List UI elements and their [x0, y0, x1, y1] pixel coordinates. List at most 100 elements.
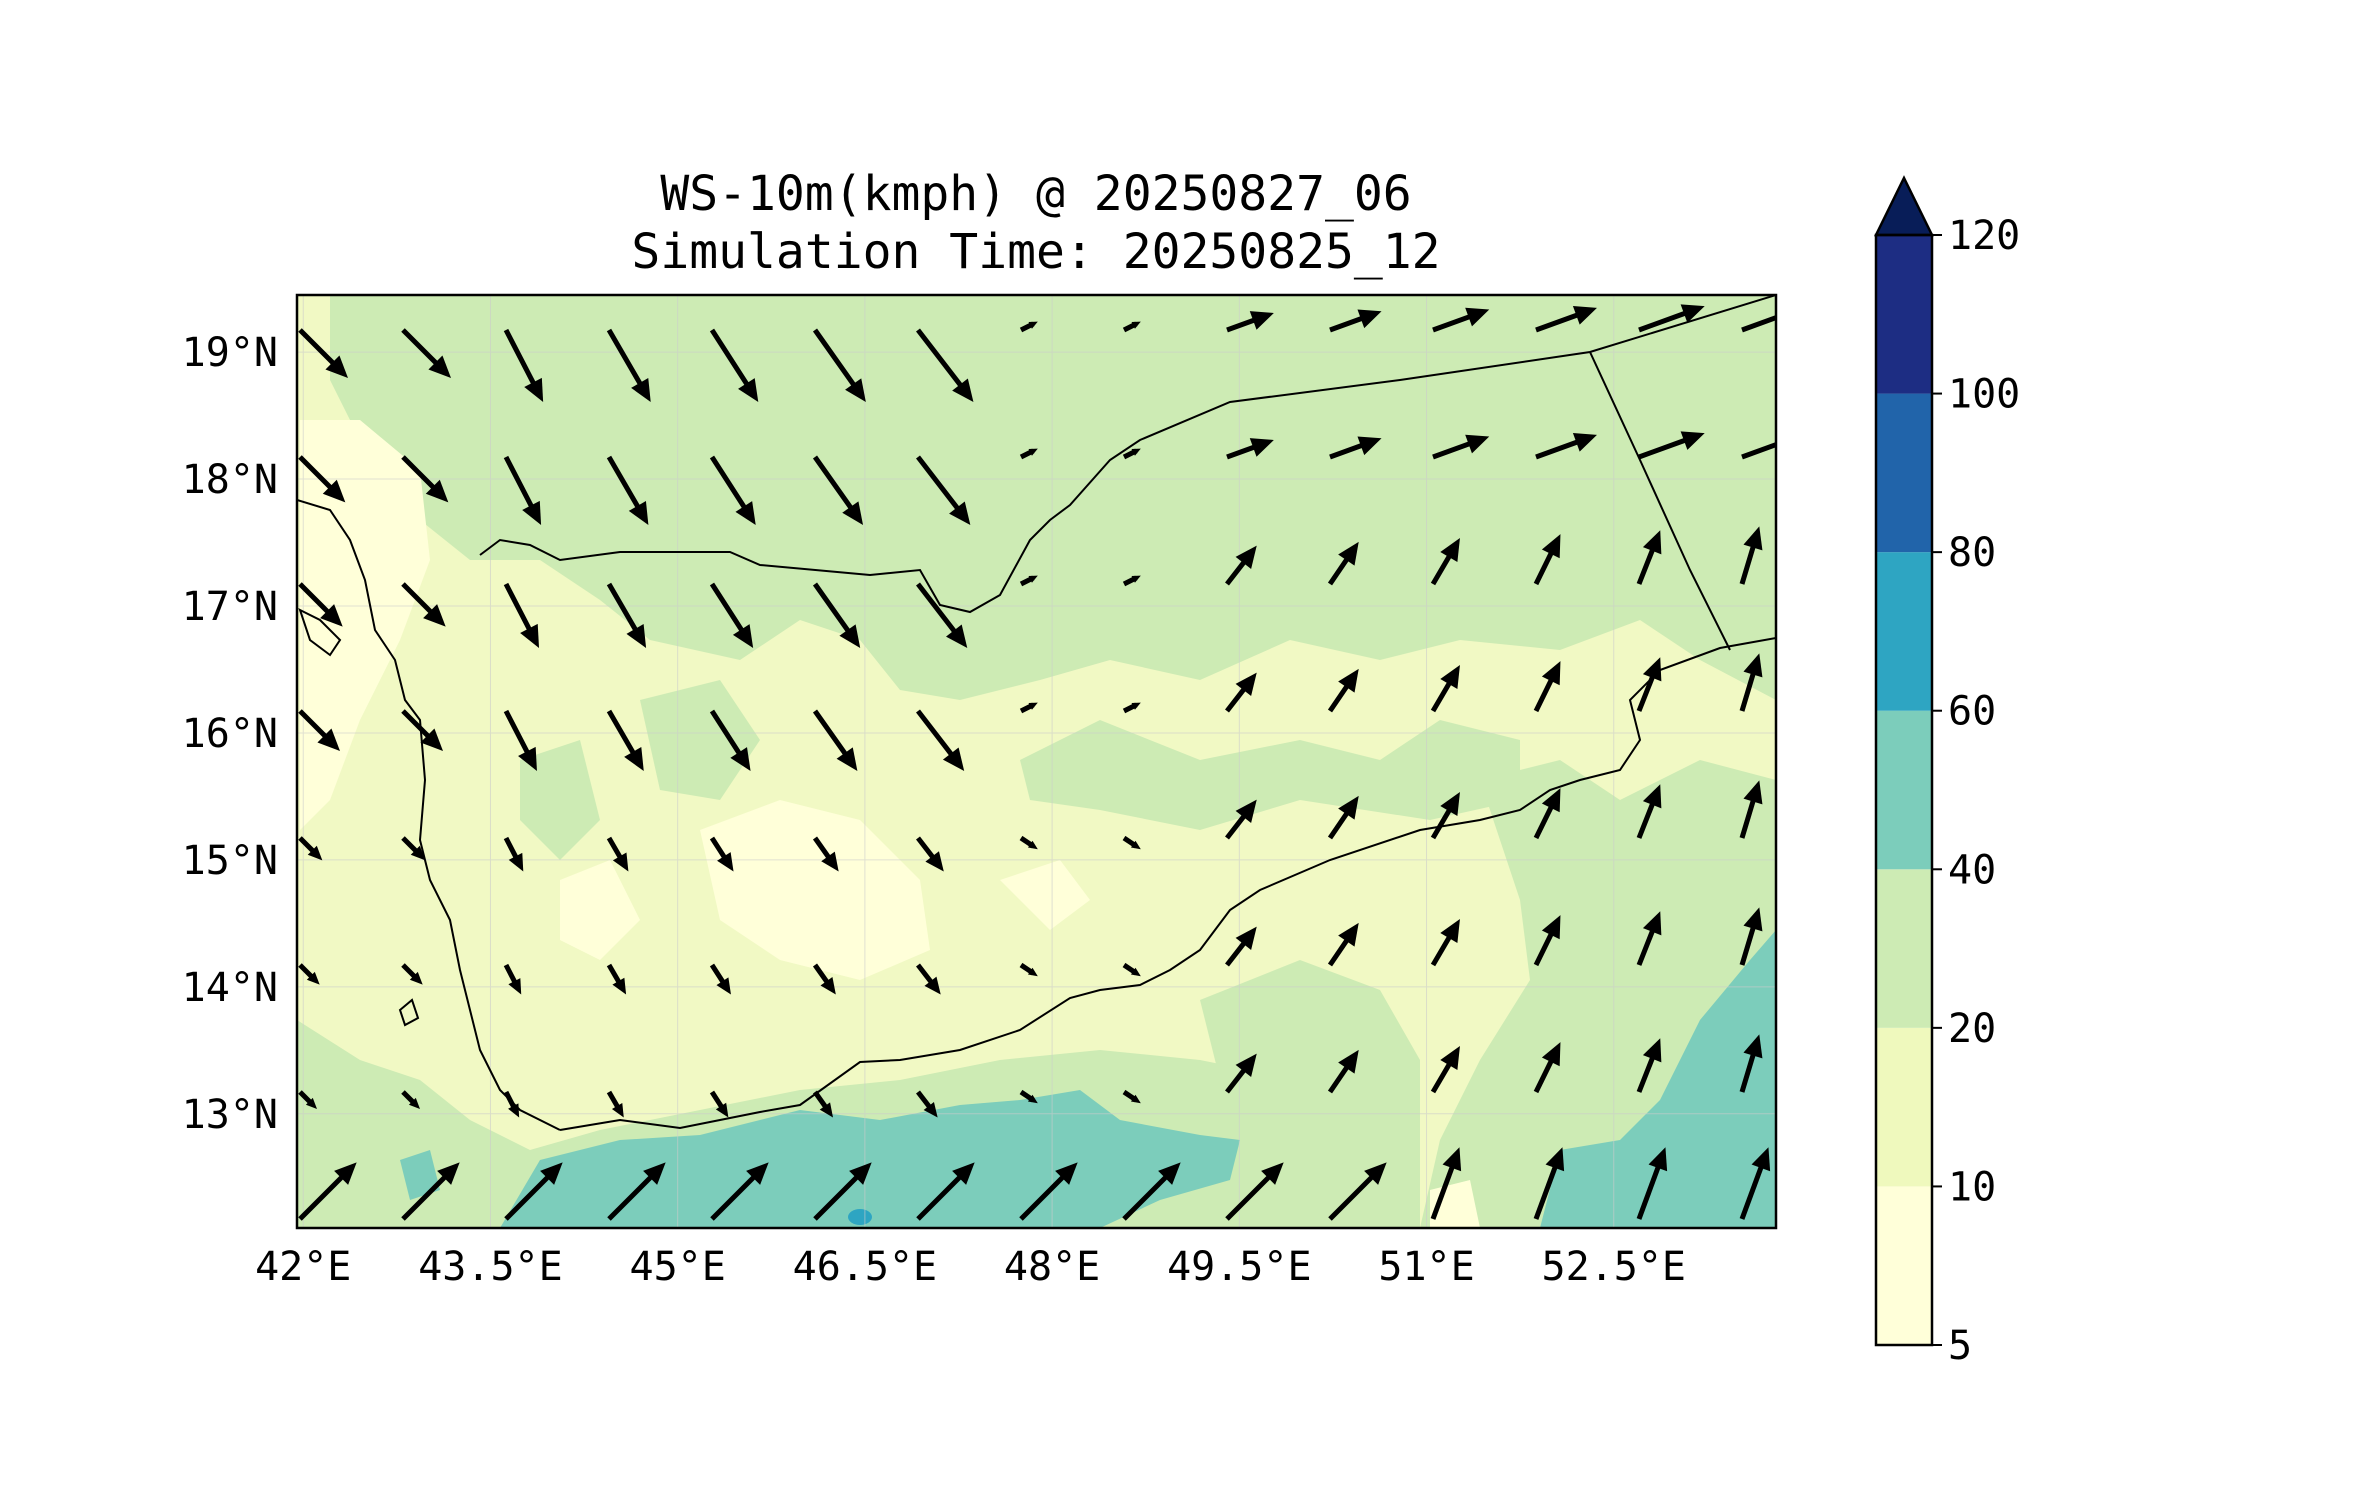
wind-arrow	[606, 709, 644, 771]
wind-arrow	[1122, 702, 1141, 714]
wind-arrow	[916, 582, 968, 648]
wind-arrow	[298, 455, 346, 503]
wind-arrow	[1327, 795, 1359, 840]
wind-arrow	[916, 963, 941, 995]
wind-arrow	[916, 328, 974, 402]
wind-arrow	[606, 328, 651, 402]
x-tick-label: 43.5°E	[418, 1244, 563, 1290]
wind-arrow	[709, 582, 754, 648]
wind-arrow	[1021, 1383, 1111, 1473]
wind-arrow	[300, 1383, 390, 1473]
wind-arrow	[298, 1090, 317, 1109]
wind-arrow	[812, 709, 858, 771]
wind-arrow	[298, 709, 340, 751]
wind-arrow	[504, 1162, 563, 1221]
wind-arrow	[1019, 1089, 1038, 1104]
wind-arrow	[916, 455, 971, 525]
colorbar-segment	[1876, 1027, 1932, 1187]
y-tick-label: 18°N	[182, 457, 278, 503]
island-hanish	[298, 608, 342, 657]
wind-arrow	[1225, 1162, 1284, 1221]
map-frame	[295, 293, 1778, 1230]
wind-arrow	[1533, 915, 1561, 967]
wind-arrow	[503, 709, 537, 771]
speed-zone-5-10	[300, 420, 1480, 1228]
wind-arrow	[1329, 436, 1382, 460]
wind-arrow	[1430, 664, 1460, 713]
wind-arrow	[1227, 1383, 1317, 1473]
wind-arrow	[1225, 545, 1257, 586]
wind-arrow	[1636, 657, 1662, 712]
wind-arrow	[1636, 784, 1662, 839]
y-tick-label: 17°N	[182, 584, 278, 630]
wind-arrow	[1741, 441, 1776, 460]
wind-arrow	[1328, 1162, 1387, 1221]
wind-arrow	[815, 1383, 905, 1473]
wind-arrow	[298, 582, 343, 627]
wind-arrow	[1122, 448, 1141, 460]
wind-arrow	[503, 1090, 520, 1118]
wind-arrow	[1432, 434, 1490, 460]
wind-arrow	[1019, 575, 1038, 587]
wind-arrow	[503, 328, 544, 402]
y-tick-label: 15°N	[182, 838, 278, 884]
wind-arrow	[1739, 1034, 1763, 1093]
map-title-line1: WS-10m(kmph) @ 20250827_06	[660, 166, 1411, 222]
map-panel	[297, 295, 1776, 1473]
wind-arrow	[1329, 309, 1382, 333]
wind-arrow	[1019, 702, 1038, 714]
wind-arrow	[1225, 1053, 1257, 1094]
wind-arrow	[1533, 788, 1561, 840]
wind-arrow	[709, 963, 731, 995]
island-kamaran	[398, 998, 420, 1027]
wind-arrow	[606, 836, 629, 872]
wind-arrow	[812, 836, 839, 872]
wind-arrow	[812, 582, 861, 648]
wind-arrow	[1535, 433, 1597, 460]
wind-arrow	[1225, 926, 1257, 967]
wind-arrow	[298, 328, 348, 378]
x-tick-label: 49.5°E	[1167, 1244, 1312, 1290]
colorbar-tick-label: 20	[1948, 1006, 1996, 1052]
wind-arrow	[1430, 918, 1460, 967]
colorbar: 5 10 20 40 60 80 100 120	[1873, 175, 2020, 1369]
wind-arrow	[1122, 321, 1141, 333]
wind-arrow	[918, 1383, 1008, 1473]
gulf-of-aden-coastline	[559, 637, 1776, 1131]
wind-arrow	[712, 1383, 802, 1473]
wind-arrow	[709, 455, 756, 525]
wind-arrow	[1430, 537, 1460, 586]
wind-arrow	[298, 836, 323, 861]
wind-arrow	[609, 1383, 699, 1473]
y-tick-label: 16°N	[182, 711, 278, 757]
wind-arrow	[401, 709, 443, 751]
wind-arrow	[1226, 438, 1274, 460]
colorbar-segment	[1876, 235, 1932, 394]
wind-arrow	[1739, 526, 1763, 585]
wind-arrow	[1433, 1359, 1477, 1473]
colorbar-segment	[1876, 869, 1932, 1028]
wind-arrow	[1739, 1147, 1771, 1220]
wind-arrow	[1019, 321, 1038, 333]
wind-arrow	[298, 1162, 357, 1221]
colorbar-segment	[1876, 710, 1932, 870]
wind-arrow	[606, 963, 627, 995]
wind-arrow	[1122, 962, 1141, 977]
wind-arrow	[1225, 799, 1257, 840]
wind-arrow	[1124, 1383, 1214, 1473]
wind-arrow	[1639, 1359, 1683, 1473]
colorbar-segment	[1876, 393, 1932, 553]
wind-arrow	[709, 1090, 729, 1118]
wind-arrow	[1739, 907, 1763, 966]
wind-arrow	[401, 328, 451, 378]
wind-arrow	[1019, 1162, 1078, 1221]
x-tick-label: 51°E	[1378, 1244, 1474, 1290]
wind-arrow	[1533, 1147, 1565, 1220]
wind-arrow	[401, 836, 426, 861]
wind-arrow	[709, 836, 734, 872]
colorbar-tick-label: 5	[1948, 1323, 1972, 1369]
wind-arrow	[503, 963, 522, 995]
wind-arrow	[401, 963, 423, 985]
speed-zone-40-60	[400, 930, 1776, 1228]
x-tick-label: 46.5°E	[793, 1244, 938, 1290]
